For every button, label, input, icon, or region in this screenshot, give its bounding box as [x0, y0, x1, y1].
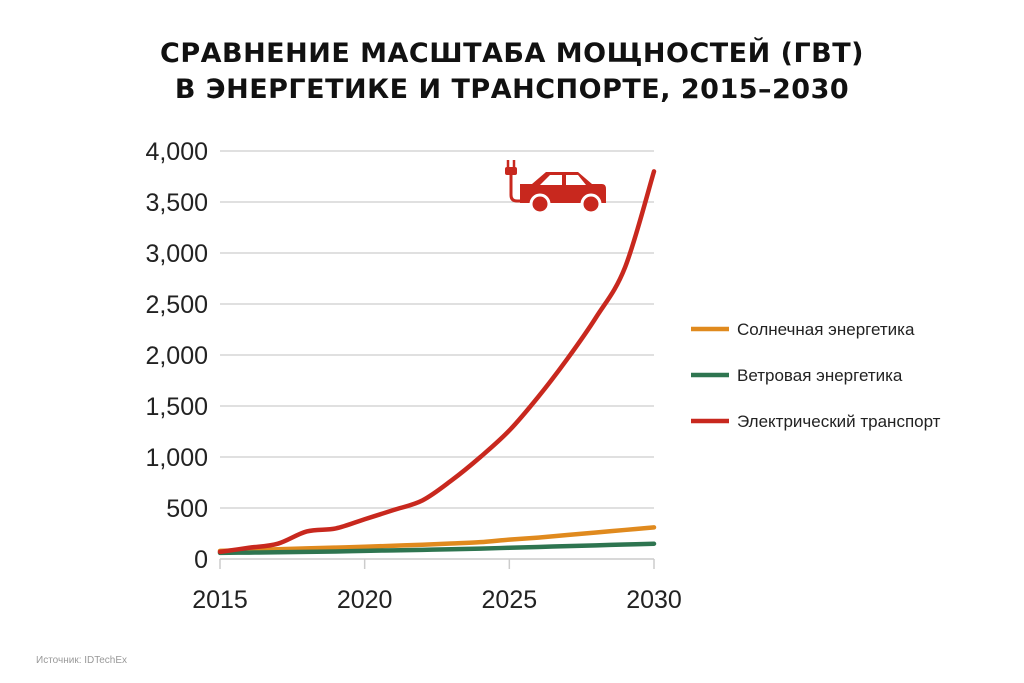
- x-tick-label: 2015: [192, 586, 248, 614]
- legend-label: Ветровая энергетика: [737, 366, 903, 385]
- x-tick-label: 2025: [482, 586, 538, 614]
- series-line: [217, 541, 657, 556]
- electric-car-icon: [505, 160, 606, 215]
- chart-title: СРАВНЕНИЕ МАСШТАБА МОЩНОСТЕЙ (ГВТ) В ЭНЕ…: [0, 36, 1024, 108]
- x-tick-label: 2030: [626, 586, 682, 614]
- title-line-1: СРАВНЕНИЕ МАСШТАБА МОЩНОСТЕЙ (ГВТ): [160, 38, 864, 69]
- y-tick-label: 1,000: [145, 444, 208, 472]
- legend-label: Солнечная энергетика: [737, 320, 915, 339]
- series-line: [217, 525, 657, 554]
- title-line-2: В ЭНЕРГЕТИКЕ И ТРАНСПОРТЕ, 2015–2030: [174, 74, 850, 105]
- y-tick-label: 3,500: [145, 189, 208, 217]
- y-tick-label: 0: [194, 546, 208, 574]
- legend-label: Электрический транспорт: [737, 412, 941, 431]
- y-tick-label: 3,000: [145, 240, 208, 268]
- y-tick-label: 2,500: [145, 291, 208, 319]
- y-tick-label: 2,000: [145, 342, 208, 370]
- source-note: Источник: IDTechEx: [36, 655, 128, 666]
- series-line: [217, 169, 657, 555]
- y-tick-label: 500: [166, 495, 208, 523]
- x-tick-label: 2020: [337, 586, 393, 614]
- y-tick-label: 4,000: [145, 138, 208, 166]
- y-tick-label: 1,500: [145, 393, 208, 421]
